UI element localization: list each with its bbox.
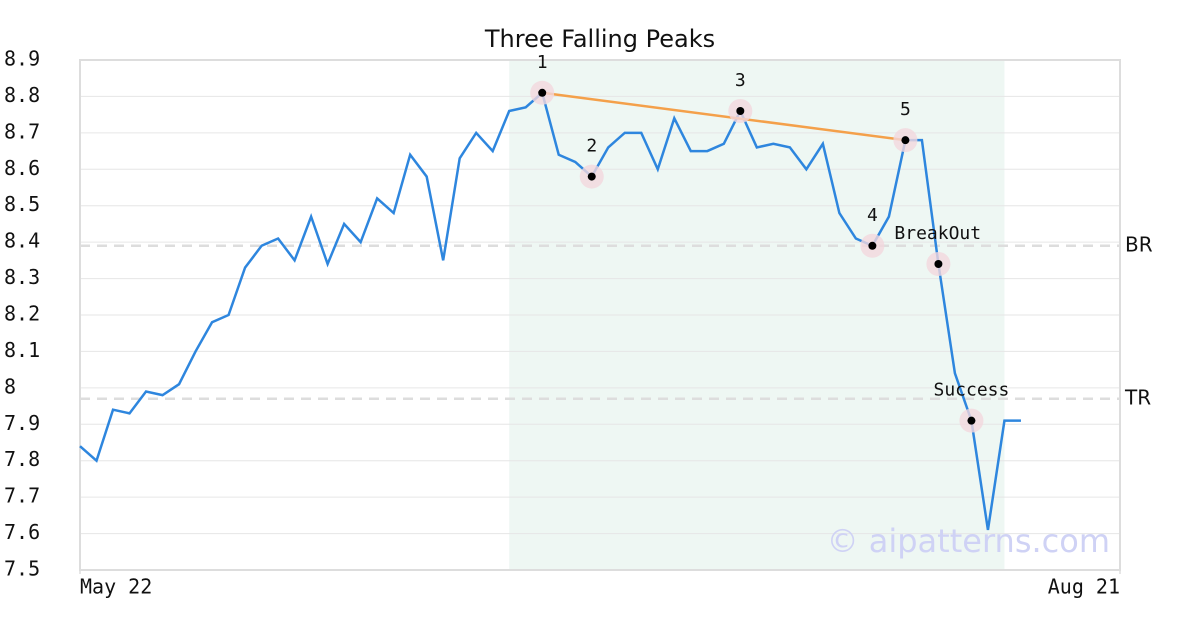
chart-title: Three Falling Peaks bbox=[484, 25, 715, 53]
point-label: 3 bbox=[735, 70, 746, 91]
point-marker bbox=[538, 88, 547, 97]
y-tick-label: 7.7 bbox=[4, 484, 40, 508]
y-tick-label: 8.4 bbox=[4, 229, 40, 253]
y-tick-label: 8.3 bbox=[4, 265, 40, 289]
point-marker bbox=[967, 416, 976, 425]
y-tick-label: 7.9 bbox=[4, 411, 40, 435]
y-tick-label: 7.8 bbox=[4, 447, 40, 471]
point-marker bbox=[736, 107, 745, 115]
y-tick-label: 8.6 bbox=[4, 156, 40, 180]
level-label: BR bbox=[1125, 232, 1153, 256]
y-tick-label: 7.6 bbox=[4, 520, 40, 544]
point-label: Success bbox=[933, 380, 1009, 401]
y-tick-label: 8.8 bbox=[4, 83, 40, 107]
x-tick-label: May 22 bbox=[80, 575, 152, 599]
y-tick-label: 8.7 bbox=[4, 119, 40, 143]
plot-frame bbox=[79, 59, 1121, 571]
point-marker bbox=[868, 241, 877, 250]
level-label: TR bbox=[1124, 385, 1151, 409]
point-label: BreakOut bbox=[894, 223, 981, 244]
point-marker bbox=[934, 260, 943, 268]
y-tick-label: 7.5 bbox=[4, 557, 40, 581]
point-marker bbox=[587, 172, 596, 181]
point-label: 2 bbox=[586, 136, 597, 157]
watermark: © aipatterns.com bbox=[827, 522, 1110, 560]
trend-line bbox=[542, 91, 906, 142]
y-tick-label: 8.9 bbox=[4, 47, 40, 71]
y-tick-label: 8 bbox=[4, 374, 16, 398]
x-tick-label: Aug 21 bbox=[1048, 575, 1120, 599]
y-tick-label: 8.2 bbox=[4, 302, 40, 326]
point-label: 4 bbox=[867, 205, 878, 226]
point-label: 5 bbox=[900, 99, 911, 120]
point-label: 1 bbox=[537, 52, 548, 73]
y-tick-label: 8.1 bbox=[4, 338, 40, 362]
y-tick-label: 8.5 bbox=[4, 192, 40, 216]
point-marker bbox=[901, 136, 910, 145]
